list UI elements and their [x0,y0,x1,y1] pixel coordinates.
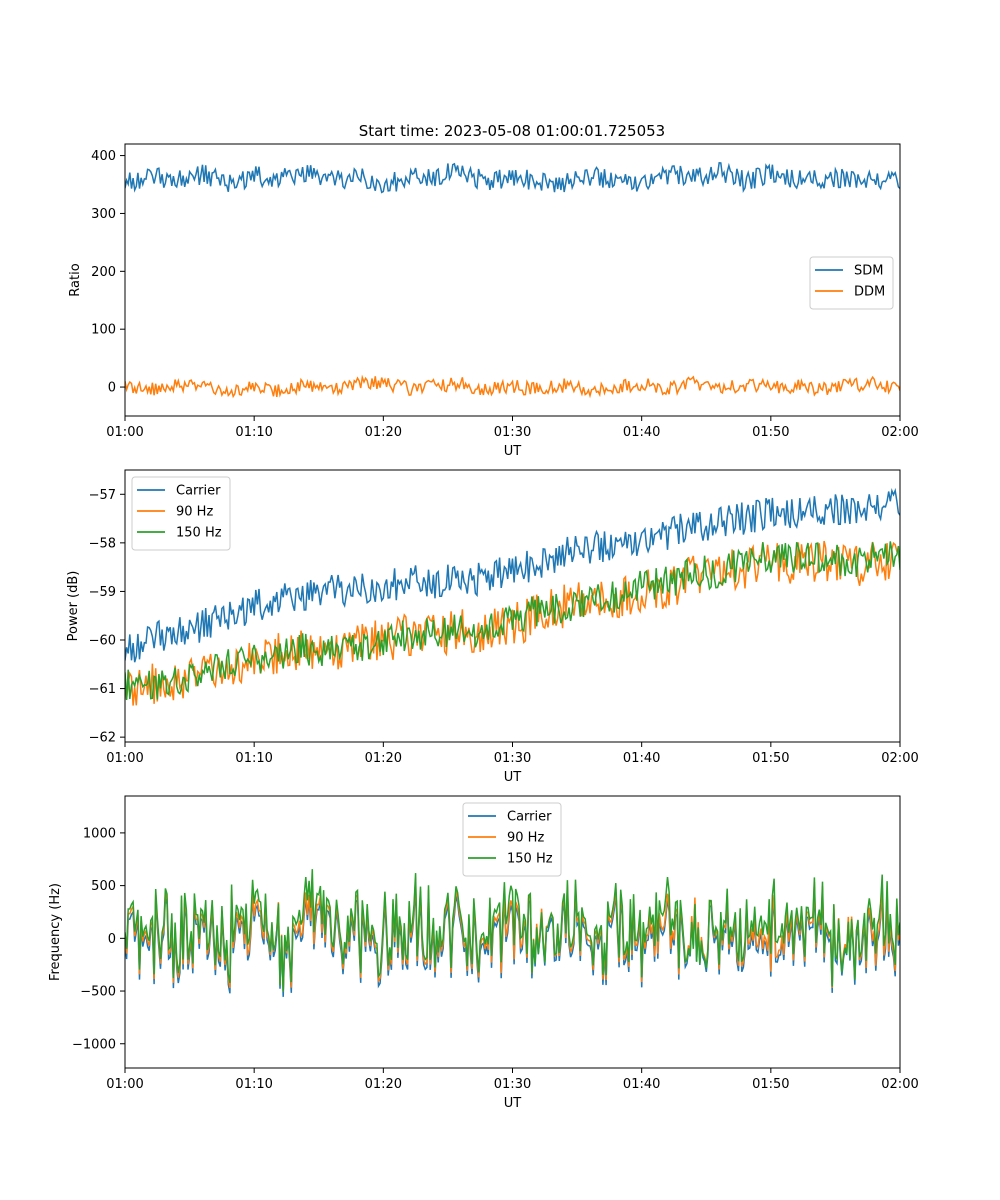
y-tick-label: −58 [89,536,116,551]
series-line-carrier [125,487,900,663]
legend-label: DDM [854,285,885,300]
y-axis-label: Frequency (Hz) [48,883,63,981]
legend-label: SDM [854,264,883,279]
y-tick-label: −61 [89,682,116,697]
y-tick-label: 1000 [83,826,116,841]
y-tick-label: 400 [91,149,116,164]
x-tick-label: 01:20 [365,751,402,766]
x-tick-label: 01:00 [106,425,143,440]
x-tick-label: 01:30 [494,1077,531,1092]
legend-label: Carrier [176,484,221,499]
panel-frequency: 01:00 01:10 01:20 01:30 01:40 01:50 02:00 −1000… [48,795,919,1111]
legend-label: 150 Hz [507,852,553,867]
x-tick-label: 01:10 [235,1077,272,1092]
y-tick-label: 200 [91,265,116,280]
x-tick-label: 01:50 [752,425,789,440]
y-tick-label: 300 [91,207,116,222]
x-tick-label: 01:30 [494,425,531,440]
x-tick-label: 01:40 [623,751,660,766]
series-line-150-hz [125,869,900,992]
x-tick-label: 01:40 [623,425,660,440]
y-tick-label: −62 [89,731,116,746]
series-line-150-hz [125,541,900,700]
series-line-sdm [125,162,900,194]
y-tick-label: −57 [89,488,116,503]
x-tick-label: 01:30 [494,751,531,766]
x-tick-label: 02:00 [881,751,918,766]
x-tick-label: 01:50 [752,1077,789,1092]
x-tick-label: 02:00 [881,1077,918,1092]
y-tick-label: 500 [91,879,116,894]
axes-frame [124,143,901,417]
x-tick-label: 01:10 [235,425,272,440]
chart-panels: 01:00 01:10 01:20 01:30 01:40 01:50 02:00 0 100 2… [48,143,919,1111]
x-tick-label: 02:00 [881,425,918,440]
x-tick-label: 01:00 [106,751,143,766]
series-line-ddm [125,374,900,399]
y-tick-label: −59 [89,585,116,600]
y-tick-label: −1000 [72,1037,116,1052]
legend-label: 90 Hz [176,505,213,520]
y-tick-label: 0 [108,932,116,947]
x-tick-label: 01:00 [106,1077,143,1092]
legend: SDM DDM [809,256,894,310]
y-axis-label: Ratio [68,263,83,296]
x-axis-label: UT [504,1096,522,1111]
x-tick-label: 01:40 [623,1077,660,1092]
y-tick-label: 0 [108,381,116,396]
legend-label: 90 Hz [507,831,544,846]
figure-title: Start time: 2023-05-08 01:00:01.725053 [359,122,665,140]
legend-label: 150 Hz [176,526,222,541]
x-axis-label: UT [504,444,522,459]
y-tick-label: −500 [80,985,116,1000]
panel-power: 01:00 01:10 01:20 01:30 01:40 01:50 02:00 −62 −6… [66,469,919,785]
legend: Carrier 90 Hz 150 Hz [131,476,231,551]
x-tick-label: 01:10 [235,751,272,766]
x-tick-label: 01:20 [365,425,402,440]
y-axis-label: Power (dB) [66,571,81,642]
legend: Carrier 90 Hz 150 Hz [462,802,562,877]
x-tick-label: 01:50 [752,751,789,766]
x-axis-label: UT [504,770,522,785]
panel-ratio: 01:00 01:10 01:20 01:30 01:40 01:50 02:00 0 100 2… [68,143,919,459]
legend-label: Carrier [507,810,552,825]
x-tick-label: 01:20 [365,1077,402,1092]
y-tick-label: 100 [91,323,116,338]
y-tick-label: −60 [89,634,116,649]
